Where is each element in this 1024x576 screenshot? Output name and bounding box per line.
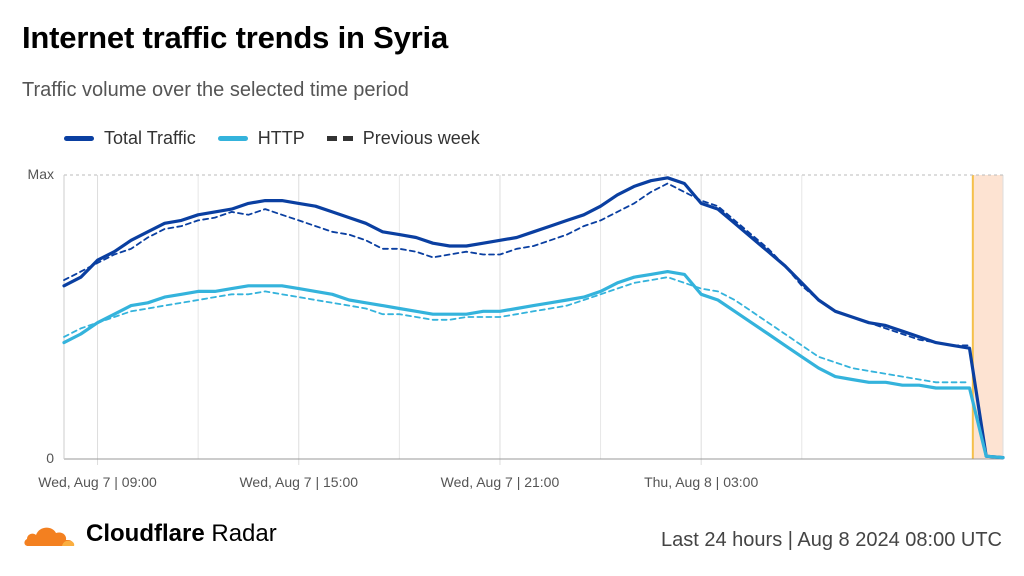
brand: Cloudflare Radar: [22, 520, 277, 548]
legend-swatch-total: [64, 136, 94, 141]
series-previous-week-total: [63, 182, 971, 347]
x-tick-label: Wed, Aug 7 | 21:00: [441, 474, 560, 490]
time-period-label: Last 24 hours | Aug 8 2024 08:00 UTC: [661, 529, 1002, 551]
cloudflare-logo-icon: [24, 527, 75, 546]
y-tick-label-max: Max: [28, 166, 54, 182]
legend-label-http: HTTP: [257, 128, 305, 148]
legend-item-total[interactable]: Total Traffic: [64, 128, 196, 149]
x-tick-label: Thu, Aug 8 | 03:00: [644, 474, 758, 490]
legend-label-previous: Previous week: [362, 128, 480, 148]
brand-name-bold: Cloudflare: [86, 520, 205, 547]
y-tick-label-zero: 0: [46, 450, 54, 466]
brand-name: Cloudflare Radar: [86, 520, 277, 548]
series-previous-week-http: [63, 276, 971, 384]
legend-item-http[interactable]: HTTP: [217, 128, 305, 149]
legend-label-total: Total Traffic: [104, 128, 196, 148]
x-tick-label: Wed, Aug 7 | 15:00: [239, 474, 358, 490]
x-tick-label: Wed, Aug 7 | 09:00: [38, 474, 157, 490]
chart-subtitle: Traffic volume over the selected time pe…: [22, 79, 409, 101]
legend-item-previous[interactable]: Previous week: [326, 128, 480, 149]
legend-swatch-previous: [326, 136, 353, 141]
series-http: [62, 270, 1005, 460]
chart-legend: Total Traffic HTTP Previous week: [64, 128, 480, 149]
legend-swatch-http: [217, 136, 248, 141]
series-total-traffic: [62, 176, 1005, 460]
chart-title: Internet traffic trends in Syria: [22, 20, 448, 55]
brand-name-light: Radar: [211, 520, 277, 547]
